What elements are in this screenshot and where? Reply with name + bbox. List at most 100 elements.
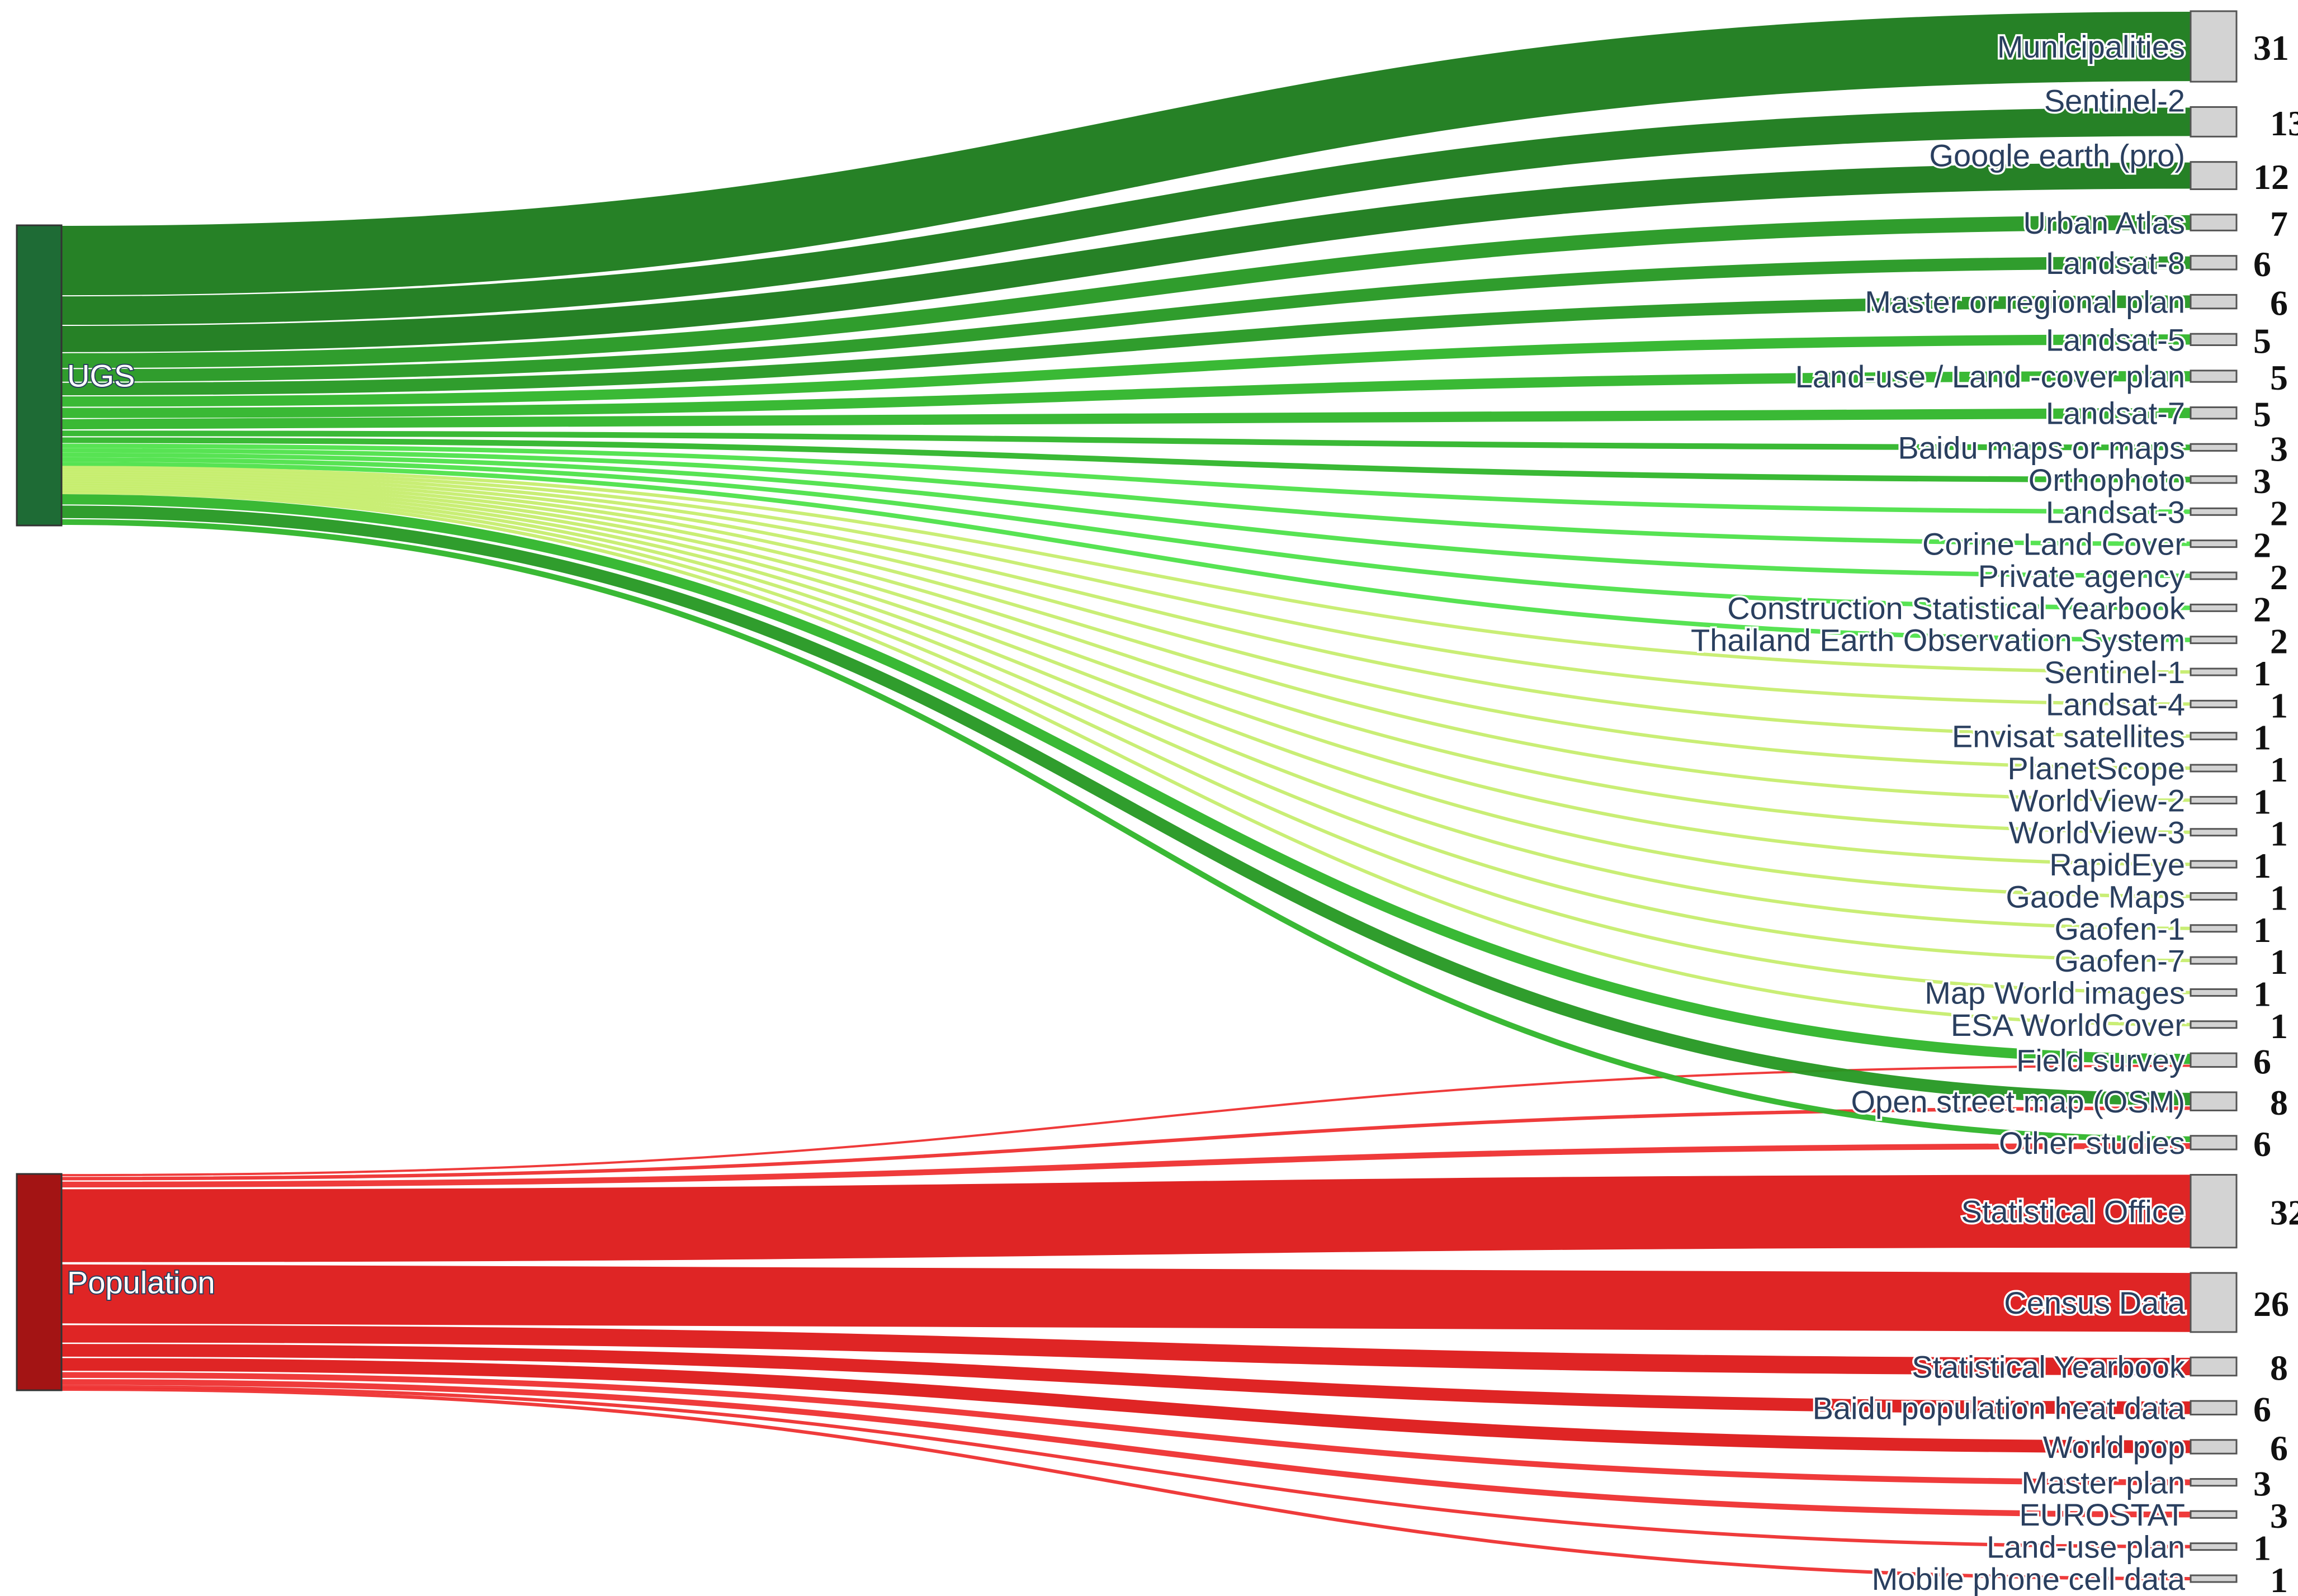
target-node-land-use-plan[interactable]	[2190, 1542, 2238, 1551]
link-population-eurostat	[61, 1379, 2191, 1518]
target-node-landsat-4[interactable]	[2190, 699, 2238, 708]
target-node-rapideye[interactable]	[2190, 860, 2238, 869]
target-node-landsat-8[interactable]	[2190, 255, 2238, 271]
target-node-worldview-3[interactable]	[2190, 828, 2238, 837]
source-node-population[interactable]	[16, 1173, 63, 1391]
link-ugs-landsat-7	[61, 408, 2191, 430]
target-node-envisat-satellites[interactable]	[2190, 732, 2238, 741]
target-label-thailand-earth-observation-system: Thailand Earth Observation System	[1691, 623, 2185, 658]
target-node-world-pop[interactable]	[2190, 1439, 2238, 1455]
sankey-links	[61, 11, 2191, 1581]
target-nodes	[2190, 10, 2238, 1583]
target-node-landsat-5[interactable]	[2190, 333, 2238, 347]
target-count-land-use-land-cover-plan: 5	[2270, 358, 2288, 397]
target-label-municipalities: Municipalities	[1997, 29, 2185, 64]
target-node-orthophoto[interactable]	[2190, 475, 2238, 484]
target-node-gaofen-7[interactable]	[2190, 956, 2238, 965]
link-population-baidu-population-heat-data	[61, 1344, 2191, 1414]
target-label-worldview-3: WorldView-3	[2009, 815, 2185, 850]
target-node-baidu-population-heat-data[interactable]	[2190, 1400, 2238, 1415]
target-node-landsat-3[interactable]	[2190, 507, 2238, 516]
target-node-field-survey[interactable]	[2190, 1052, 2238, 1068]
target-node-statistical-office[interactable]	[2190, 1174, 2238, 1249]
target-node-private-agency[interactable]	[2190, 571, 2238, 580]
target-node-google-earth-pro[interactable]	[2190, 161, 2238, 191]
target-label-landsat-8: Landsat-8	[2046, 245, 2185, 281]
target-node-master-plan[interactable]	[2190, 1478, 2238, 1487]
target-node-urban-atlas[interactable]	[2190, 214, 2238, 231]
target-count-master-plan: 3	[2253, 1464, 2271, 1504]
target-node-mobile-phone-cell-data[interactable]	[2190, 1574, 2238, 1583]
target-count-sentinel-2: 13	[2270, 103, 2298, 143]
target-count-other-studies: 6	[2253, 1124, 2271, 1164]
target-node-thailand-earth-observation-system[interactable]	[2190, 636, 2238, 645]
link-ugs-worldview-3	[61, 477, 2191, 834]
target-count-worldview-2: 1	[2253, 782, 2271, 821]
target-count-planetscope: 1	[2270, 750, 2288, 789]
target-node-other-studies[interactable]	[2190, 1135, 2238, 1150]
target-label-landsat-7: Landsat-7	[2046, 396, 2185, 431]
target-node-statistical-yearbook[interactable]	[2190, 1356, 2238, 1377]
source-label-population: Population	[67, 1265, 215, 1300]
target-label-master-or-regional-plan: Master or regional plan	[1865, 285, 2185, 320]
target-count-gaofen-7: 1	[2270, 942, 2288, 982]
target-node-sentinel-2[interactable]	[2190, 106, 2238, 138]
link-ugs-other-studies	[61, 519, 2191, 1142]
target-node-construction-statistical-yearbook[interactable]	[2190, 603, 2238, 612]
target-node-map-world-images[interactable]	[2190, 988, 2238, 997]
target-node-master-or-regional-plan[interactable]	[2190, 293, 2238, 310]
link-ugs-esa-worldcover	[61, 490, 2191, 1026]
target-node-esa-worldcover[interactable]	[2190, 1020, 2238, 1029]
target-node-census-data[interactable]	[2190, 1272, 2238, 1333]
target-node-gaofen-1[interactable]	[2190, 924, 2238, 933]
target-label-sentinel-2: Sentinel-2	[2044, 83, 2185, 118]
target-label-map-world-images: Map World images	[1925, 975, 2185, 1010]
target-node-sentinel-1[interactable]	[2190, 667, 2238, 676]
target-node-municipalities[interactable]	[2190, 10, 2238, 83]
link-ugs-corine-land-cover	[61, 448, 2191, 546]
target-count-eurostat: 3	[2270, 1496, 2288, 1536]
target-label-urban-atlas: Urban Atlas	[2023, 205, 2186, 240]
target-node-corine-land-cover[interactable]	[2190, 539, 2238, 548]
link-ugs-planetscope	[61, 472, 2191, 770]
target-node-eurostat[interactable]	[2190, 1510, 2238, 1519]
link-ugs-master-or-regional-plan	[61, 295, 2191, 396]
target-node-planetscope[interactable]	[2190, 764, 2238, 773]
target-label-land-use-plan: Land-use plan	[1987, 1529, 2185, 1565]
target-label-landsat-4: Landsat-4	[2046, 686, 2185, 722]
target-node-baidu-maps-or-maps[interactable]	[2190, 443, 2238, 452]
target-node-gaode-maps[interactable]	[2190, 892, 2238, 901]
target-label-corine-land-cover: Corine Land Cover	[1922, 527, 2185, 562]
source-node-ugs[interactable]	[16, 224, 63, 527]
target-count-private-agency: 2	[2270, 557, 2288, 597]
target-label-census-data: Census Data	[2004, 1285, 2186, 1320]
target-label-gaofen-7: Gaofen-7	[2055, 943, 2186, 978]
target-count-sentinel-1: 1	[2253, 653, 2271, 693]
target-node-worldview-2[interactable]	[2190, 795, 2238, 804]
target-label-sentinel-1: Sentinel-1	[2044, 655, 2185, 690]
target-count-municipalities: 31	[2253, 28, 2289, 68]
link-population-open-street-map-osm	[61, 1106, 2191, 1181]
link-population-mobile-phone-cell-data	[61, 1387, 2191, 1581]
target-count-baidu-maps-or-maps: 3	[2270, 429, 2288, 468]
target-label-esa-worldcover: ESA WorldCover	[1951, 1007, 2185, 1043]
link-ugs-sentinel-1	[61, 466, 2191, 674]
target-label-envisat-satellites: Envisat satellites	[1952, 719, 2185, 754]
link-ugs-construction-statistical-yearbook	[61, 457, 2191, 610]
link-ugs-field-survey	[61, 494, 2191, 1064]
link-ugs-sentinel-2	[61, 107, 2191, 325]
link-ugs-envisat-satellites	[61, 470, 2191, 738]
link-ugs-landsat-5	[61, 334, 2191, 407]
target-node-open-street-map-osm[interactable]	[2190, 1091, 2238, 1111]
link-ugs-land-use-land-cover-plan	[61, 371, 2191, 418]
link-ugs-gaofen-1	[61, 484, 2191, 930]
target-count-landsat-5: 5	[2253, 321, 2271, 361]
target-label-statistical-office: Statistical Office	[1961, 1194, 2185, 1229]
target-node-landsat-7[interactable]	[2190, 406, 2238, 420]
target-node-land-use-land-cover-plan[interactable]	[2190, 370, 2238, 383]
target-label-google-earth-pro: Google earth (pro)	[1929, 138, 2185, 173]
link-population-land-use-plan	[61, 1385, 2191, 1548]
link-ugs-landsat-4	[61, 468, 2191, 706]
link-ugs-map-world-images	[61, 488, 2191, 994]
